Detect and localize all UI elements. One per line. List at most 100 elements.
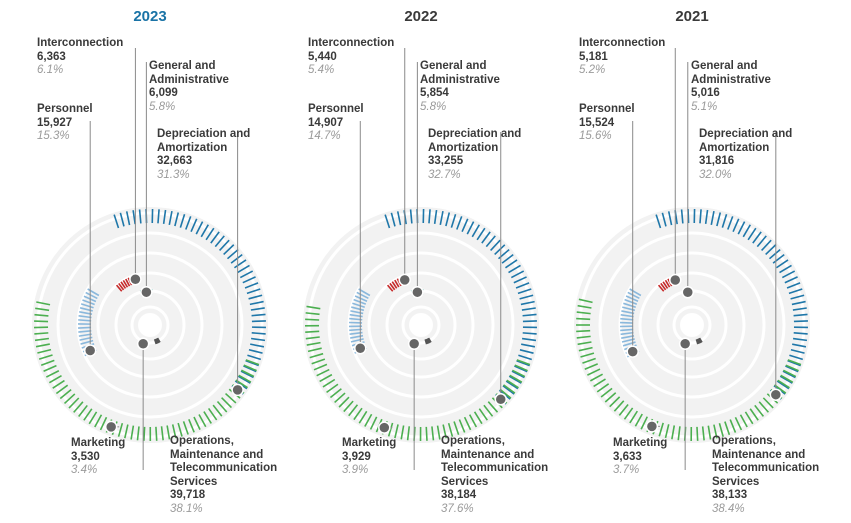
marketing-percent: 3.9%: [342, 464, 369, 476]
track-ring: [56, 231, 244, 419]
ops-tick: [739, 414, 748, 428]
personnel-tick: [354, 295, 368, 302]
personnel-tick: [78, 326, 92, 329]
ops-tick: [198, 414, 207, 428]
dep-tick: [504, 259, 518, 269]
ops-tick: [509, 374, 523, 383]
dep-tick: [179, 214, 186, 228]
dep-tick: [250, 343, 265, 348]
year-title[interactable]: 2021: [675, 8, 709, 25]
track-ring: [76, 251, 224, 399]
ops-tick: [623, 407, 634, 420]
personnel-tick: [78, 333, 92, 337]
personnel-tick: [620, 328, 634, 332]
ga-value: 5,016: [691, 87, 720, 99]
ops-tick: [406, 426, 411, 441]
dep-tick: [247, 354, 262, 361]
interconnection-marker: [129, 273, 142, 286]
radial-chart: [303, 48, 539, 470]
ops-tick: [48, 375, 62, 384]
ops-tick: [576, 335, 591, 339]
track-ring: [401, 305, 441, 345]
ops-tick: [387, 422, 394, 437]
ops-value: 38,133: [712, 489, 748, 501]
marketing-name: Marketing: [342, 437, 397, 449]
marketing-arc: [153, 337, 161, 345]
dep-tick: [756, 235, 767, 248]
ops-tick: [578, 298, 593, 304]
dep-tick: [667, 211, 673, 226]
dep-label: Depreciation and Amortization 31,816 32.0%: [699, 128, 809, 182]
marketing-label: Marketing 3,929 3.9%: [342, 437, 396, 478]
dep-tick: [471, 224, 481, 238]
ga-percent: 5.8%: [420, 100, 447, 113]
dep-tick: [240, 370, 254, 379]
dep-arc: [655, 209, 808, 400]
ops-tick: [155, 426, 158, 441]
dep-tick: [776, 380, 790, 390]
ops-tick: [762, 397, 774, 409]
ops-tick: [587, 368, 601, 376]
personnel-tick: [80, 303, 94, 309]
dep-tick: [747, 227, 757, 241]
ops-tick: [487, 401, 499, 413]
interconnection-tick: [662, 281, 669, 289]
ops-tick: [207, 408, 218, 421]
personnel-tick: [627, 291, 640, 300]
personnel-name: Personnel: [37, 103, 93, 115]
ops-tick: [216, 400, 228, 413]
interconnection-label: Interconnection 5,440 5.4%: [308, 37, 394, 78]
dep-tick: [508, 375, 522, 384]
personnel-value: 15,524: [579, 116, 615, 129]
dep-value: 32,663: [157, 155, 193, 167]
dep-tick: [792, 337, 808, 342]
ops-tick: [322, 378, 336, 388]
ops-tick: [59, 389, 72, 400]
dep-tick: [456, 216, 463, 230]
dep-tick: [243, 365, 257, 373]
ops-tick: [734, 416, 743, 431]
ops-tick: [193, 416, 201, 431]
personnel-tick: [353, 298, 367, 305]
ops-percent: 38.1%: [170, 502, 203, 515]
ops-tick: [609, 396, 621, 408]
dep-tick: [510, 270, 525, 279]
ops-tick: [245, 359, 260, 366]
ops-tick: [311, 358, 326, 365]
ops-tick: [329, 388, 342, 399]
dep-tick: [511, 370, 525, 379]
personnel-tick: [85, 291, 98, 300]
year-title[interactable]: 2023: [133, 8, 167, 25]
personnel-tick: [350, 338, 364, 343]
dep-value: 33,255: [428, 155, 464, 167]
track-ring: [327, 231, 515, 419]
marketing-value: 3,929: [342, 450, 371, 463]
marketing-percent: 3.4%: [71, 464, 98, 476]
dep-tick: [223, 244, 235, 256]
ops-tick: [83, 408, 93, 421]
dep-tick: [433, 209, 438, 225]
dep-tick: [239, 270, 254, 279]
interconnection-value: 5,181: [579, 50, 608, 63]
ga-label: General and Administrative 6,099 5.8%: [149, 60, 269, 114]
dep-tick: [787, 359, 801, 367]
dep-percent: 31.3%: [157, 168, 190, 181]
personnel-name: Personnel: [308, 103, 364, 115]
ops-tick: [73, 401, 84, 413]
dep-tick: [237, 375, 251, 384]
ops-tick: [338, 396, 350, 408]
ops-tick: [43, 364, 57, 372]
year-title[interactable]: 2022: [404, 8, 438, 25]
interconnection-value: 6,363: [37, 50, 66, 63]
interconnection-value: 5,440: [308, 50, 337, 63]
dep-name: Depreciation and Amortization: [157, 128, 251, 154]
dep-tick: [513, 276, 527, 284]
dep-tick: [439, 210, 444, 225]
dep-tick: [174, 212, 180, 227]
dep-tick: [522, 332, 537, 335]
personnel-tick: [78, 330, 92, 333]
ops-label: Operations, Maintenance and Telecommunic…: [441, 435, 563, 516]
ga-label: General and Administrative 5,016 5.1%: [691, 60, 811, 114]
ga-name: General and Administrative: [420, 60, 500, 86]
personnel-tick: [350, 310, 364, 315]
